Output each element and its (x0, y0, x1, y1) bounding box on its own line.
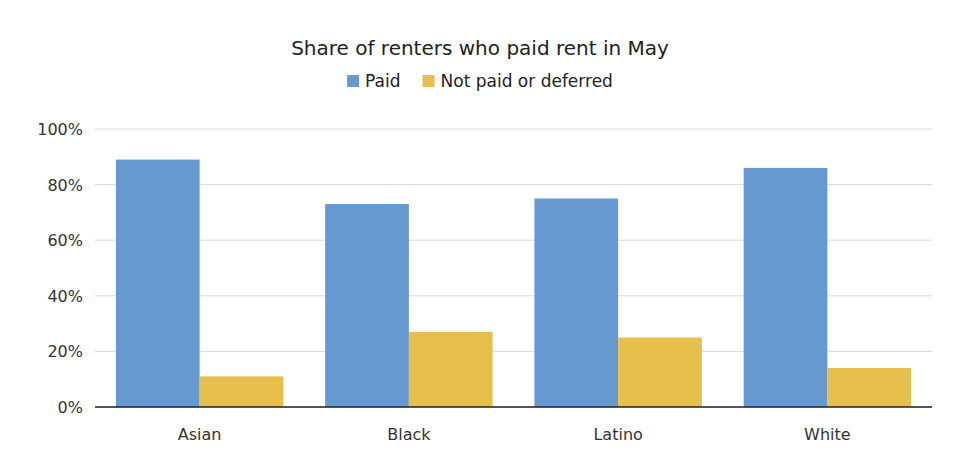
y-tick-label: 100% (37, 120, 83, 139)
legend-swatch (347, 75, 359, 87)
grid-line (95, 129, 932, 130)
grid-line (95, 407, 932, 408)
x-tick-label: Black (387, 425, 431, 444)
bar (744, 168, 828, 407)
legend-label: Paid (365, 71, 400, 91)
legend: Paid Not paid or deferred (347, 71, 613, 91)
y-tick-label: 0% (58, 398, 83, 417)
bar (409, 332, 493, 407)
x-tick-label: Latino (593, 425, 642, 444)
y-tick-label: 40% (47, 287, 83, 306)
bar (116, 160, 200, 407)
bars (116, 160, 911, 407)
bar (200, 376, 284, 407)
bar (618, 338, 702, 408)
x-tick-label: Asian (178, 425, 222, 444)
x-tick-label: White (804, 425, 851, 444)
y-tick-label: 20% (47, 342, 83, 361)
y-tick-label: 80% (47, 176, 83, 195)
legend-label: Not paid or deferred (441, 71, 613, 91)
bar (534, 199, 618, 408)
chart: Share of renters who paid rent in May 0% 2… (0, 0, 959, 466)
legend-swatch (423, 75, 435, 87)
y-tick-label: 60% (47, 231, 83, 250)
x-axis (95, 406, 932, 408)
bar (827, 368, 911, 407)
title: Share of renters who paid rent in May (291, 36, 669, 60)
bar (325, 204, 409, 407)
